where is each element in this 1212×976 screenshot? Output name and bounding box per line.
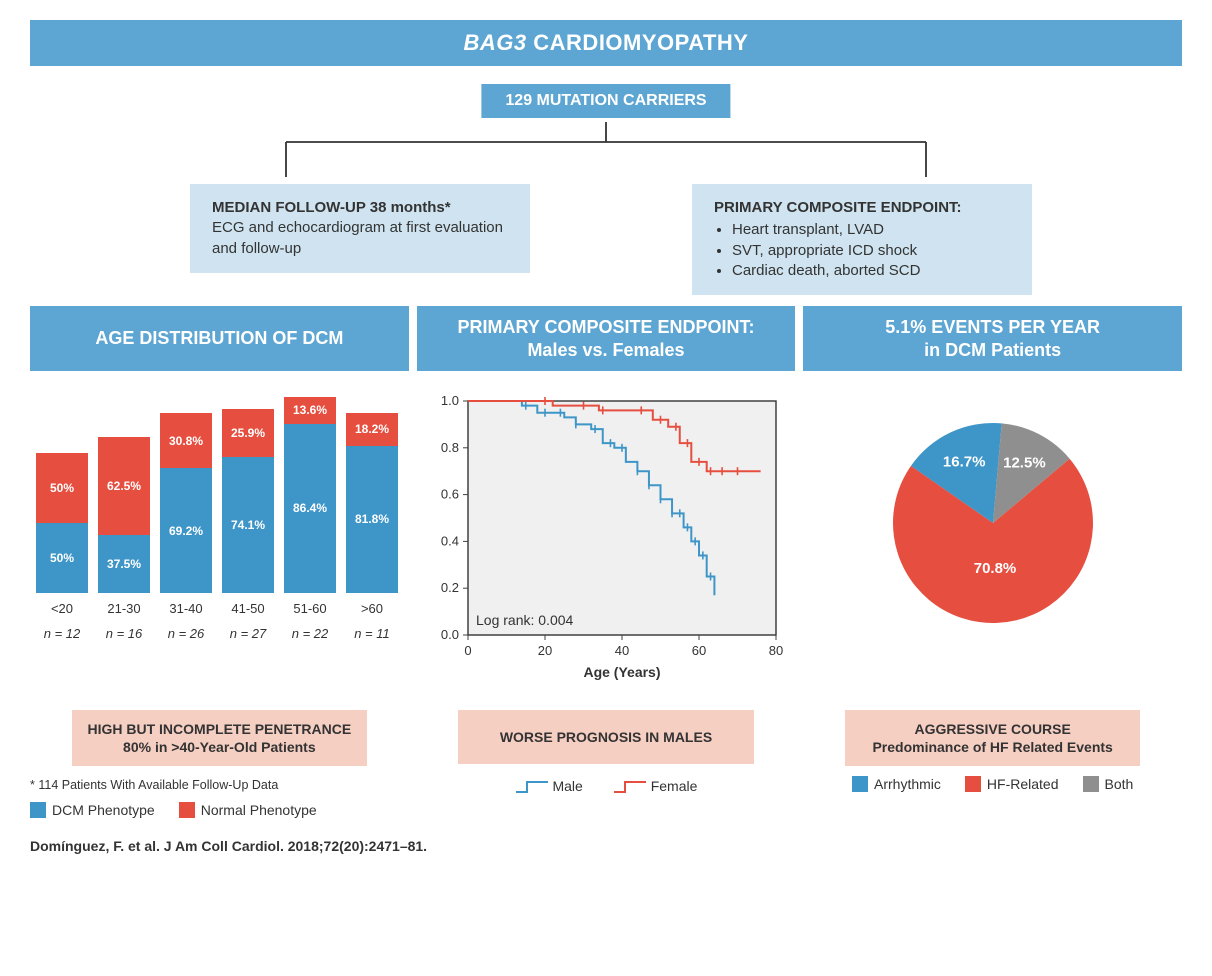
svg-text:0.4: 0.4	[441, 533, 459, 548]
bar-category: >60	[346, 601, 398, 616]
pie-label: 12.5%	[1003, 455, 1046, 472]
bar-n-label: n = 22	[284, 626, 336, 641]
study-flow: 129 MUTATION CARRIERS MEDIAN FOLLOW-UP 3…	[30, 84, 1182, 294]
bar: 50%50%	[36, 453, 88, 593]
svg-text:0.8: 0.8	[441, 440, 459, 455]
bar-n-label: n = 27	[222, 626, 274, 641]
bar-segment-dcm: 81.8%	[346, 446, 398, 593]
svg-text:20: 20	[538, 643, 552, 658]
bar-n-label: n = 11	[346, 626, 398, 641]
km-chart: 0.0 0.2 0.4 0.6 0.8 1.0 0 20 40 60 80 Age (Years) Lo…	[426, 393, 786, 688]
bar-category: 21-30	[98, 601, 150, 616]
followup-body: ECG and echocardiogram at first evaluati…	[212, 218, 508, 259]
bar-segment-dcm: 50%	[36, 523, 88, 593]
bar-category: <20	[36, 601, 88, 616]
bar-segment-dcm: 37.5%	[98, 535, 150, 594]
km-legend: Male Female	[417, 778, 796, 794]
bar: 13.6%86.4%	[284, 397, 336, 593]
conclusion-course: AGGRESSIVE COURSE Predominance of HF Rel…	[845, 710, 1140, 766]
svg-text:0.2: 0.2	[441, 580, 459, 595]
svg-text:60: 60	[692, 643, 706, 658]
endpoint-item: SVT, appropriate ICD shock	[732, 241, 1010, 261]
bar-segment-dcm: 86.4%	[284, 424, 336, 593]
title-italic: BAG3	[464, 30, 527, 55]
bar-segment-normal: 18.2%	[346, 413, 398, 446]
bar-segment-dcm: 74.1%	[222, 457, 274, 593]
followup-header: MEDIAN FOLLOW-UP 38 months*	[212, 198, 508, 218]
bar-n-label: n = 12	[36, 626, 88, 641]
bar: 18.2%81.8%	[346, 413, 398, 593]
citation: Domínguez, F. et al. J Am Coll Cardiol. …	[30, 838, 1182, 854]
bar-segment-normal: 30.8%	[160, 413, 212, 468]
svg-text:Age (Years): Age (Years)	[583, 664, 660, 680]
svg-text:40: 40	[615, 643, 629, 658]
endpoint-box: PRIMARY COMPOSITE ENDPOINT: Heart transp…	[692, 184, 1032, 295]
svg-text:0: 0	[464, 643, 471, 658]
bar-segment-normal: 13.6%	[284, 397, 336, 424]
followup-footnote: * 114 Patients With Available Follow-Up …	[30, 778, 409, 792]
col-header-pie: 5.1% EVENTS PER YEAR in DCM Patients	[803, 306, 1182, 371]
pie-label: 70.8%	[973, 560, 1016, 577]
col-header-age: AGE DISTRIBUTION OF DCM	[30, 306, 409, 371]
svg-text:0.0: 0.0	[441, 627, 459, 642]
bar-category: 51-60	[284, 601, 336, 616]
title-rest: CARDIOMYOPATHY	[527, 30, 749, 55]
conclusions-row: HIGH BUT INCOMPLETE PENETRANCE 80% in >4…	[30, 710, 1182, 818]
endpoint-header: PRIMARY COMPOSITE ENDPOINT:	[714, 198, 1010, 218]
conclusion-penetrance: HIGH BUT INCOMPLETE PENETRANCE 80% in >4…	[72, 710, 367, 766]
bracket-connector	[246, 122, 966, 182]
bar-category: 31-40	[160, 601, 212, 616]
svg-text:0.6: 0.6	[441, 487, 459, 502]
svg-text:Log rank: 0.004: Log rank: 0.004	[476, 612, 574, 628]
bar-category: 41-50	[222, 601, 274, 616]
bar-segment-normal: 50%	[36, 453, 88, 523]
endpoint-list: Heart transplant, LVAD SVT, appropriate …	[714, 220, 1010, 281]
charts-row: 50%50%62.5%37.5%30.8%69.2%25.9%74.1%13.6…	[30, 393, 1182, 688]
pie-label: 16.7%	[943, 453, 986, 470]
bar: 30.8%69.2%	[160, 413, 212, 593]
bar-n-label: n = 16	[98, 626, 150, 641]
conclusion-males: WORSE PROGNOSIS IN MALES	[458, 710, 753, 764]
bar: 62.5%37.5%	[98, 437, 150, 593]
bar-segment-normal: 62.5%	[98, 437, 150, 535]
svg-text:1.0: 1.0	[441, 393, 459, 408]
main-title: BAG3 CARDIOMYOPATHY	[30, 20, 1182, 66]
mutation-carriers-box: 129 MUTATION CARRIERS	[481, 84, 730, 118]
bar-segment-dcm: 69.2%	[160, 468, 212, 593]
followup-box: MEDIAN FOLLOW-UP 38 months* ECG and echo…	[190, 184, 530, 273]
endpoint-item: Cardiac death, aborted SCD	[732, 261, 1010, 281]
pie-legend: Arrhythmic HF-Related Both	[803, 776, 1182, 792]
column-headers: AGE DISTRIBUTION OF DCM PRIMARY COMPOSIT…	[30, 306, 1182, 371]
bar-legend: DCM Phenotype Normal Phenotype	[30, 802, 409, 818]
svg-text:80: 80	[769, 643, 783, 658]
pie-chart: 70.8% 16.7% 12.5%	[803, 393, 1182, 653]
bar-chart: 50%50%62.5%37.5%30.8%69.2%25.9%74.1%13.6…	[30, 393, 409, 653]
endpoint-item: Heart transplant, LVAD	[732, 220, 1010, 240]
bar-n-label: n = 26	[160, 626, 212, 641]
bar: 25.9%74.1%	[222, 409, 274, 593]
col-header-km: PRIMARY COMPOSITE ENDPOINT: Males vs. Fe…	[417, 306, 796, 371]
bar-segment-normal: 25.9%	[222, 409, 274, 457]
